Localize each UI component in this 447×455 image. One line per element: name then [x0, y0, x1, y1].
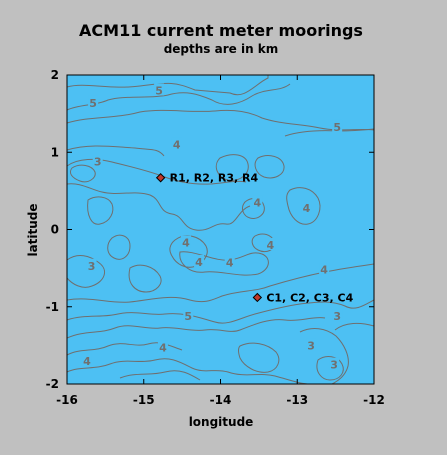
contour-label-bg [171, 137, 182, 150]
contour-line [69, 164, 96, 183]
contour-line [66, 299, 375, 324]
mooring-label: C1, C2, C3, C4 [266, 291, 353, 304]
map-title: ACM11 current meter moorings [79, 21, 363, 40]
contour-line [107, 234, 131, 260]
contour-label-bg [81, 353, 92, 366]
contour-label-bg [88, 95, 99, 108]
contour-line [66, 109, 375, 131]
contour-depth-label: 3 [333, 310, 341, 323]
x-tick-label: -15 [133, 393, 155, 407]
contour-line [254, 155, 285, 179]
contour-label-bg [332, 119, 343, 132]
contour-depth-label: 4 [226, 257, 234, 270]
contour-line [334, 322, 375, 331]
contour-depth-label: 3 [94, 156, 102, 169]
contour-depth-label: 5 [89, 97, 97, 110]
contour-depth-label: 4 [159, 342, 167, 355]
mooring-sites: R1, R2, R3, R4 C1, C2, C3, C4 [155, 172, 354, 304]
contour-label-bg [319, 262, 330, 275]
contour-line [316, 356, 344, 381]
contour-depth-label: 3 [88, 260, 96, 273]
contour-line [66, 183, 251, 231]
contour-depth-label: 4 [267, 239, 275, 252]
contour-label-bg [180, 235, 191, 248]
contour-label-bg [86, 258, 97, 271]
contour-label-bg [332, 309, 343, 322]
contour-line [238, 342, 280, 373]
contour-label-bg [301, 200, 312, 213]
mooring-label: R1, R2, R3, R4 [170, 172, 259, 185]
contour-line [66, 75, 269, 96]
contour-label-bg [92, 154, 103, 167]
contour-depth-label: 5 [155, 84, 163, 97]
x-axis-label: longitude [189, 415, 254, 429]
y-axis-ticks: -2 -1 0 1 2 [46, 68, 374, 391]
contour-depth-label: 4 [195, 256, 203, 269]
y-tick-label: -2 [46, 377, 59, 391]
contour-label-bg [157, 340, 168, 353]
contour-depth-label: 4 [173, 139, 181, 152]
contour-line [215, 154, 249, 181]
contour-line [66, 145, 165, 157]
y-axis-label: latitude [26, 203, 40, 256]
contour-line [251, 233, 275, 253]
contour-label-bg [183, 309, 194, 322]
contour-depth-label: 4 [303, 202, 311, 215]
contour-label-bg [329, 357, 340, 370]
y-tick-label: 0 [51, 223, 59, 237]
contour-label-bg [154, 83, 165, 96]
contour-label-bg [265, 237, 276, 250]
x-tick-label: -13 [286, 393, 308, 407]
contour-depth-label: 4 [254, 196, 262, 209]
contour-line [119, 370, 201, 381]
x-axis-ticks: -16 -15 -14 -13 -12 [56, 75, 385, 407]
contour-depth-label: 4 [83, 355, 91, 368]
map-subtitle: depths are in km [164, 42, 279, 56]
contour-depth-label: 5 [333, 121, 341, 134]
contour-line [66, 255, 106, 288]
contour-depth-label: 4 [320, 264, 328, 277]
contour-depth-label: 3 [307, 339, 315, 352]
ocean-area [67, 75, 374, 384]
mooring-marker-icon [252, 292, 263, 303]
x-tick-label: -14 [210, 393, 232, 407]
mooring-marker-icon [155, 173, 166, 183]
contour-line [66, 317, 326, 339]
y-tick-label: -1 [46, 300, 59, 314]
contour-depth-label: 5 [184, 310, 192, 323]
contour-depth-label: 3 [330, 359, 338, 372]
contour-label-bg [252, 195, 263, 208]
contour-line [128, 264, 162, 293]
y-tick-label: 1 [51, 145, 59, 159]
contour-label-bg [306, 338, 317, 351]
contour-line [286, 187, 321, 225]
contour-line [299, 328, 349, 385]
x-tick-label: -16 [56, 393, 78, 407]
contour-depth-label: 4 [182, 237, 190, 250]
contour-label-bg [194, 254, 205, 267]
x-tick-label: -12 [363, 393, 385, 407]
contour-line [66, 358, 311, 385]
contour-line [87, 196, 114, 225]
contour-line [66, 83, 291, 111]
y-tick-label: 2 [51, 68, 59, 82]
contour-label-bg [224, 255, 235, 268]
